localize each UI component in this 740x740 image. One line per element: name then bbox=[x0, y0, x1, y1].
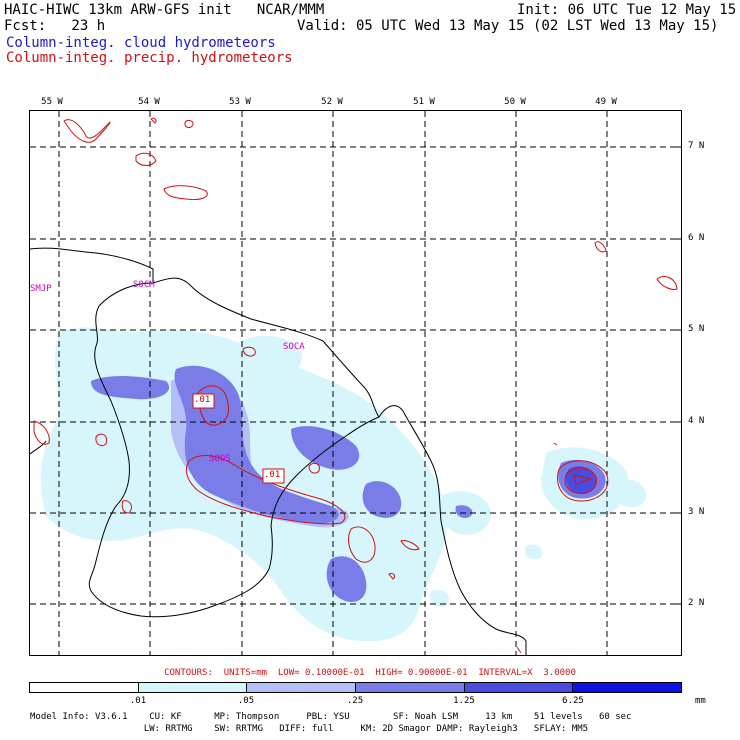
colorbar-label: .01 bbox=[129, 696, 147, 706]
colorbar-segment bbox=[356, 683, 465, 692]
cloud-field-label: Column-integ. cloud hydrometeors bbox=[6, 35, 276, 51]
station-label: SOCA bbox=[283, 342, 305, 352]
title-model: HAIC-HIWC 13km ARW-GFS init NCAR/MMM bbox=[4, 2, 325, 18]
colorbar-label: .25 bbox=[346, 696, 364, 706]
lon-label: 51 W bbox=[413, 97, 435, 107]
lat-lon-grid bbox=[30, 111, 681, 655]
colorbar-label: .05 bbox=[237, 696, 255, 706]
colorbar-unit: mm bbox=[695, 696, 706, 706]
colorbar-label: 1.25 bbox=[453, 696, 475, 706]
forecast-hour: Fcst: 23 h bbox=[4, 18, 106, 34]
station-label: SOCM bbox=[133, 280, 155, 290]
contour-label-boxes bbox=[192, 393, 285, 484]
lon-label: 55 W bbox=[41, 97, 63, 107]
colorbar-segment bbox=[464, 683, 574, 692]
cloud-shading-core bbox=[565, 466, 597, 494]
lat-label: 3 N bbox=[688, 507, 705, 517]
contour-info: CONTOURS: UNITS=mm LOW= 0.10000E-01 HIGH… bbox=[164, 668, 576, 678]
coastline-borders bbox=[30, 247, 527, 655]
lat-label: 5 N bbox=[688, 324, 705, 334]
lat-label: 7 N bbox=[688, 141, 705, 151]
lat-label: 6 N bbox=[688, 233, 705, 243]
lon-label: 49 W bbox=[595, 97, 617, 107]
colorbar-label: 6.25 bbox=[562, 696, 584, 706]
valid-time: Valid: 05 UTC Wed 13 May 15 (02 LST Wed … bbox=[297, 18, 719, 34]
lon-label: 53 W bbox=[229, 97, 251, 107]
model-info-line1: Model Info: V3.6.1 CU: KF MP: Thompson P… bbox=[30, 712, 632, 722]
station-label: SOOS bbox=[209, 454, 231, 464]
colorbar bbox=[29, 682, 682, 693]
init-time: Init: 06 UTC Tue 12 May 15 bbox=[517, 2, 737, 18]
lon-label: 54 W bbox=[138, 97, 160, 107]
contour-label: .01 bbox=[194, 395, 211, 405]
lon-label: 50 W bbox=[504, 97, 526, 107]
model-info-line2: LW: RRTMG SW: RRTMG DIFF: full KM: 2D Sm… bbox=[30, 724, 589, 734]
grid-edge-ticks bbox=[673, 146, 681, 605]
contour-label: .01 bbox=[264, 470, 281, 480]
station-label: SMJP bbox=[30, 284, 52, 294]
map-canvas bbox=[30, 111, 681, 655]
map-panel[interactable]: .01 .01 SMJP SOCM SOCA SOOS bbox=[29, 110, 682, 656]
precip-field-label: Column-integ. precip. hydrometeors bbox=[6, 50, 293, 66]
colorbar-segment bbox=[138, 683, 248, 692]
precip-contours bbox=[33, 117, 678, 654]
lon-label: 52 W bbox=[321, 97, 343, 107]
colorbar-segment bbox=[30, 683, 139, 692]
colorbar-segment bbox=[573, 683, 682, 692]
lat-label: 2 N bbox=[688, 598, 705, 608]
colorbar-segment bbox=[247, 683, 357, 692]
lat-label: 4 N bbox=[688, 416, 705, 426]
